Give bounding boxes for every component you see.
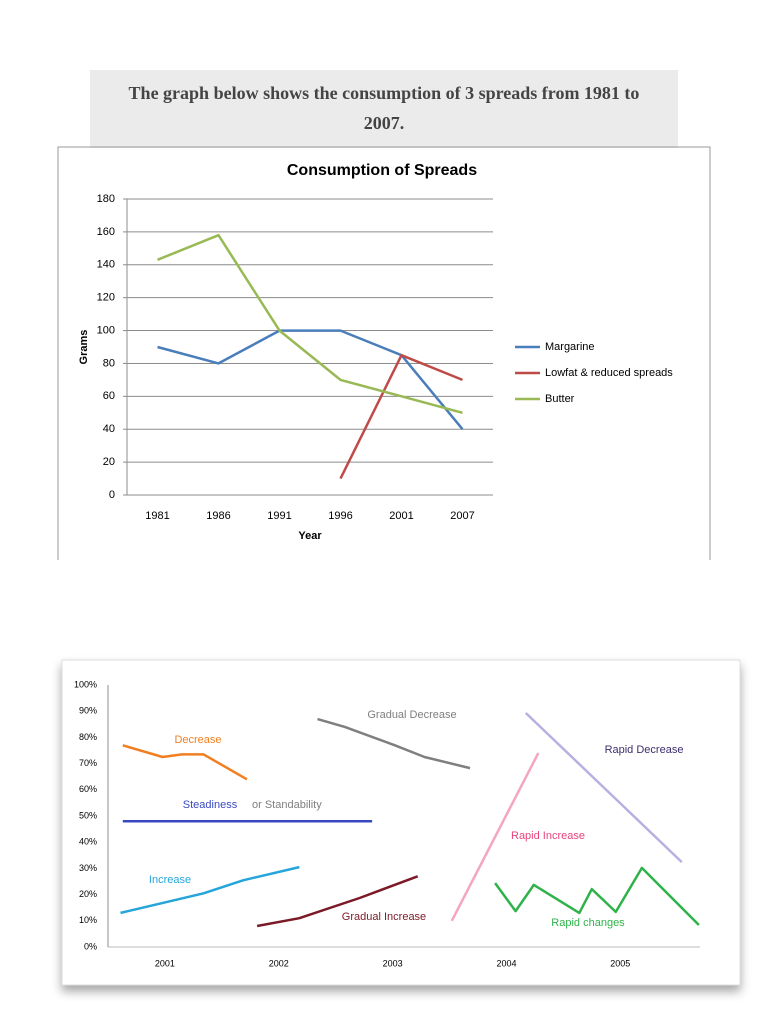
y-tick-label: 180: [97, 193, 115, 205]
chart-frame: [57, 146, 711, 560]
x-tick-label: 1996: [328, 510, 352, 522]
y-tick-label: 30%: [79, 863, 97, 873]
x-tick-label: 1986: [206, 510, 230, 522]
y-axis-label: Grams: [78, 330, 90, 365]
y-tick-label: 50%: [79, 810, 97, 820]
y-tick-label: 160: [97, 226, 115, 238]
chart-title: Consumption of Spreads: [287, 162, 477, 179]
series-label: Increase: [149, 874, 191, 886]
x-tick-label: 2005: [610, 958, 630, 968]
series-label: Rapid Decrease: [605, 744, 684, 756]
y-tick-label: 100: [97, 324, 115, 336]
y-tick-label: 0%: [84, 941, 97, 951]
y-tick-label: 40%: [79, 837, 97, 847]
series-label: Rapid Increase: [511, 830, 585, 842]
legend-label: Butter: [545, 393, 575, 405]
y-tick-label: 10%: [79, 915, 97, 925]
x-tick-label: 2002: [269, 958, 289, 968]
y-tick-label: 100%: [74, 679, 97, 689]
y-tick-label: 0: [109, 489, 115, 501]
series-line: [494, 866, 700, 926]
y-tick-label: 40: [103, 423, 115, 435]
x-tick-label: 2001: [155, 958, 175, 968]
caption: The graph below shows the consumption of…: [90, 70, 678, 148]
series-label: Decrease: [174, 734, 221, 746]
series-line: [339, 353, 463, 480]
x-tick-label: 1991: [267, 510, 291, 522]
series-line: [122, 744, 248, 781]
series-line: [120, 865, 300, 915]
legend-label: Lowfat & reduced spreads: [545, 367, 673, 379]
series-label: Rapid changes: [551, 917, 625, 929]
legend-label: Margarine: [545, 341, 595, 353]
series-label: Gradual Increase: [342, 911, 426, 923]
y-tick-label: 20%: [79, 889, 97, 899]
x-tick-label: 2007: [450, 510, 474, 522]
series-line: [524, 712, 683, 864]
y-tick-label: 70%: [79, 758, 97, 768]
x-tick-label: 2004: [496, 958, 516, 968]
chart-frame: [61, 659, 741, 986]
y-tick-label: 60: [103, 390, 115, 402]
series-line: [157, 329, 464, 430]
y-tick-label: 140: [97, 259, 115, 271]
series-line: [317, 717, 471, 770]
x-tick-label: 1981: [145, 510, 169, 522]
y-tick-label: 20: [103, 456, 115, 468]
x-tick-label: 2003: [383, 958, 403, 968]
series-line: [450, 752, 540, 922]
series-label: Gradual Decrease: [367, 709, 456, 721]
y-tick-label: 120: [97, 292, 115, 304]
series-label: Steadiness: [183, 799, 238, 811]
annotation: or Standability: [252, 799, 322, 811]
series-line: [256, 875, 419, 928]
series-line: [157, 233, 463, 415]
y-tick-label: 80%: [79, 732, 97, 742]
y-tick-label: 90%: [79, 706, 97, 716]
y-tick-label: 60%: [79, 784, 97, 794]
y-tick-label: 80: [103, 357, 115, 369]
x-axis-label: Year: [298, 530, 322, 542]
x-tick-label: 2001: [389, 510, 413, 522]
